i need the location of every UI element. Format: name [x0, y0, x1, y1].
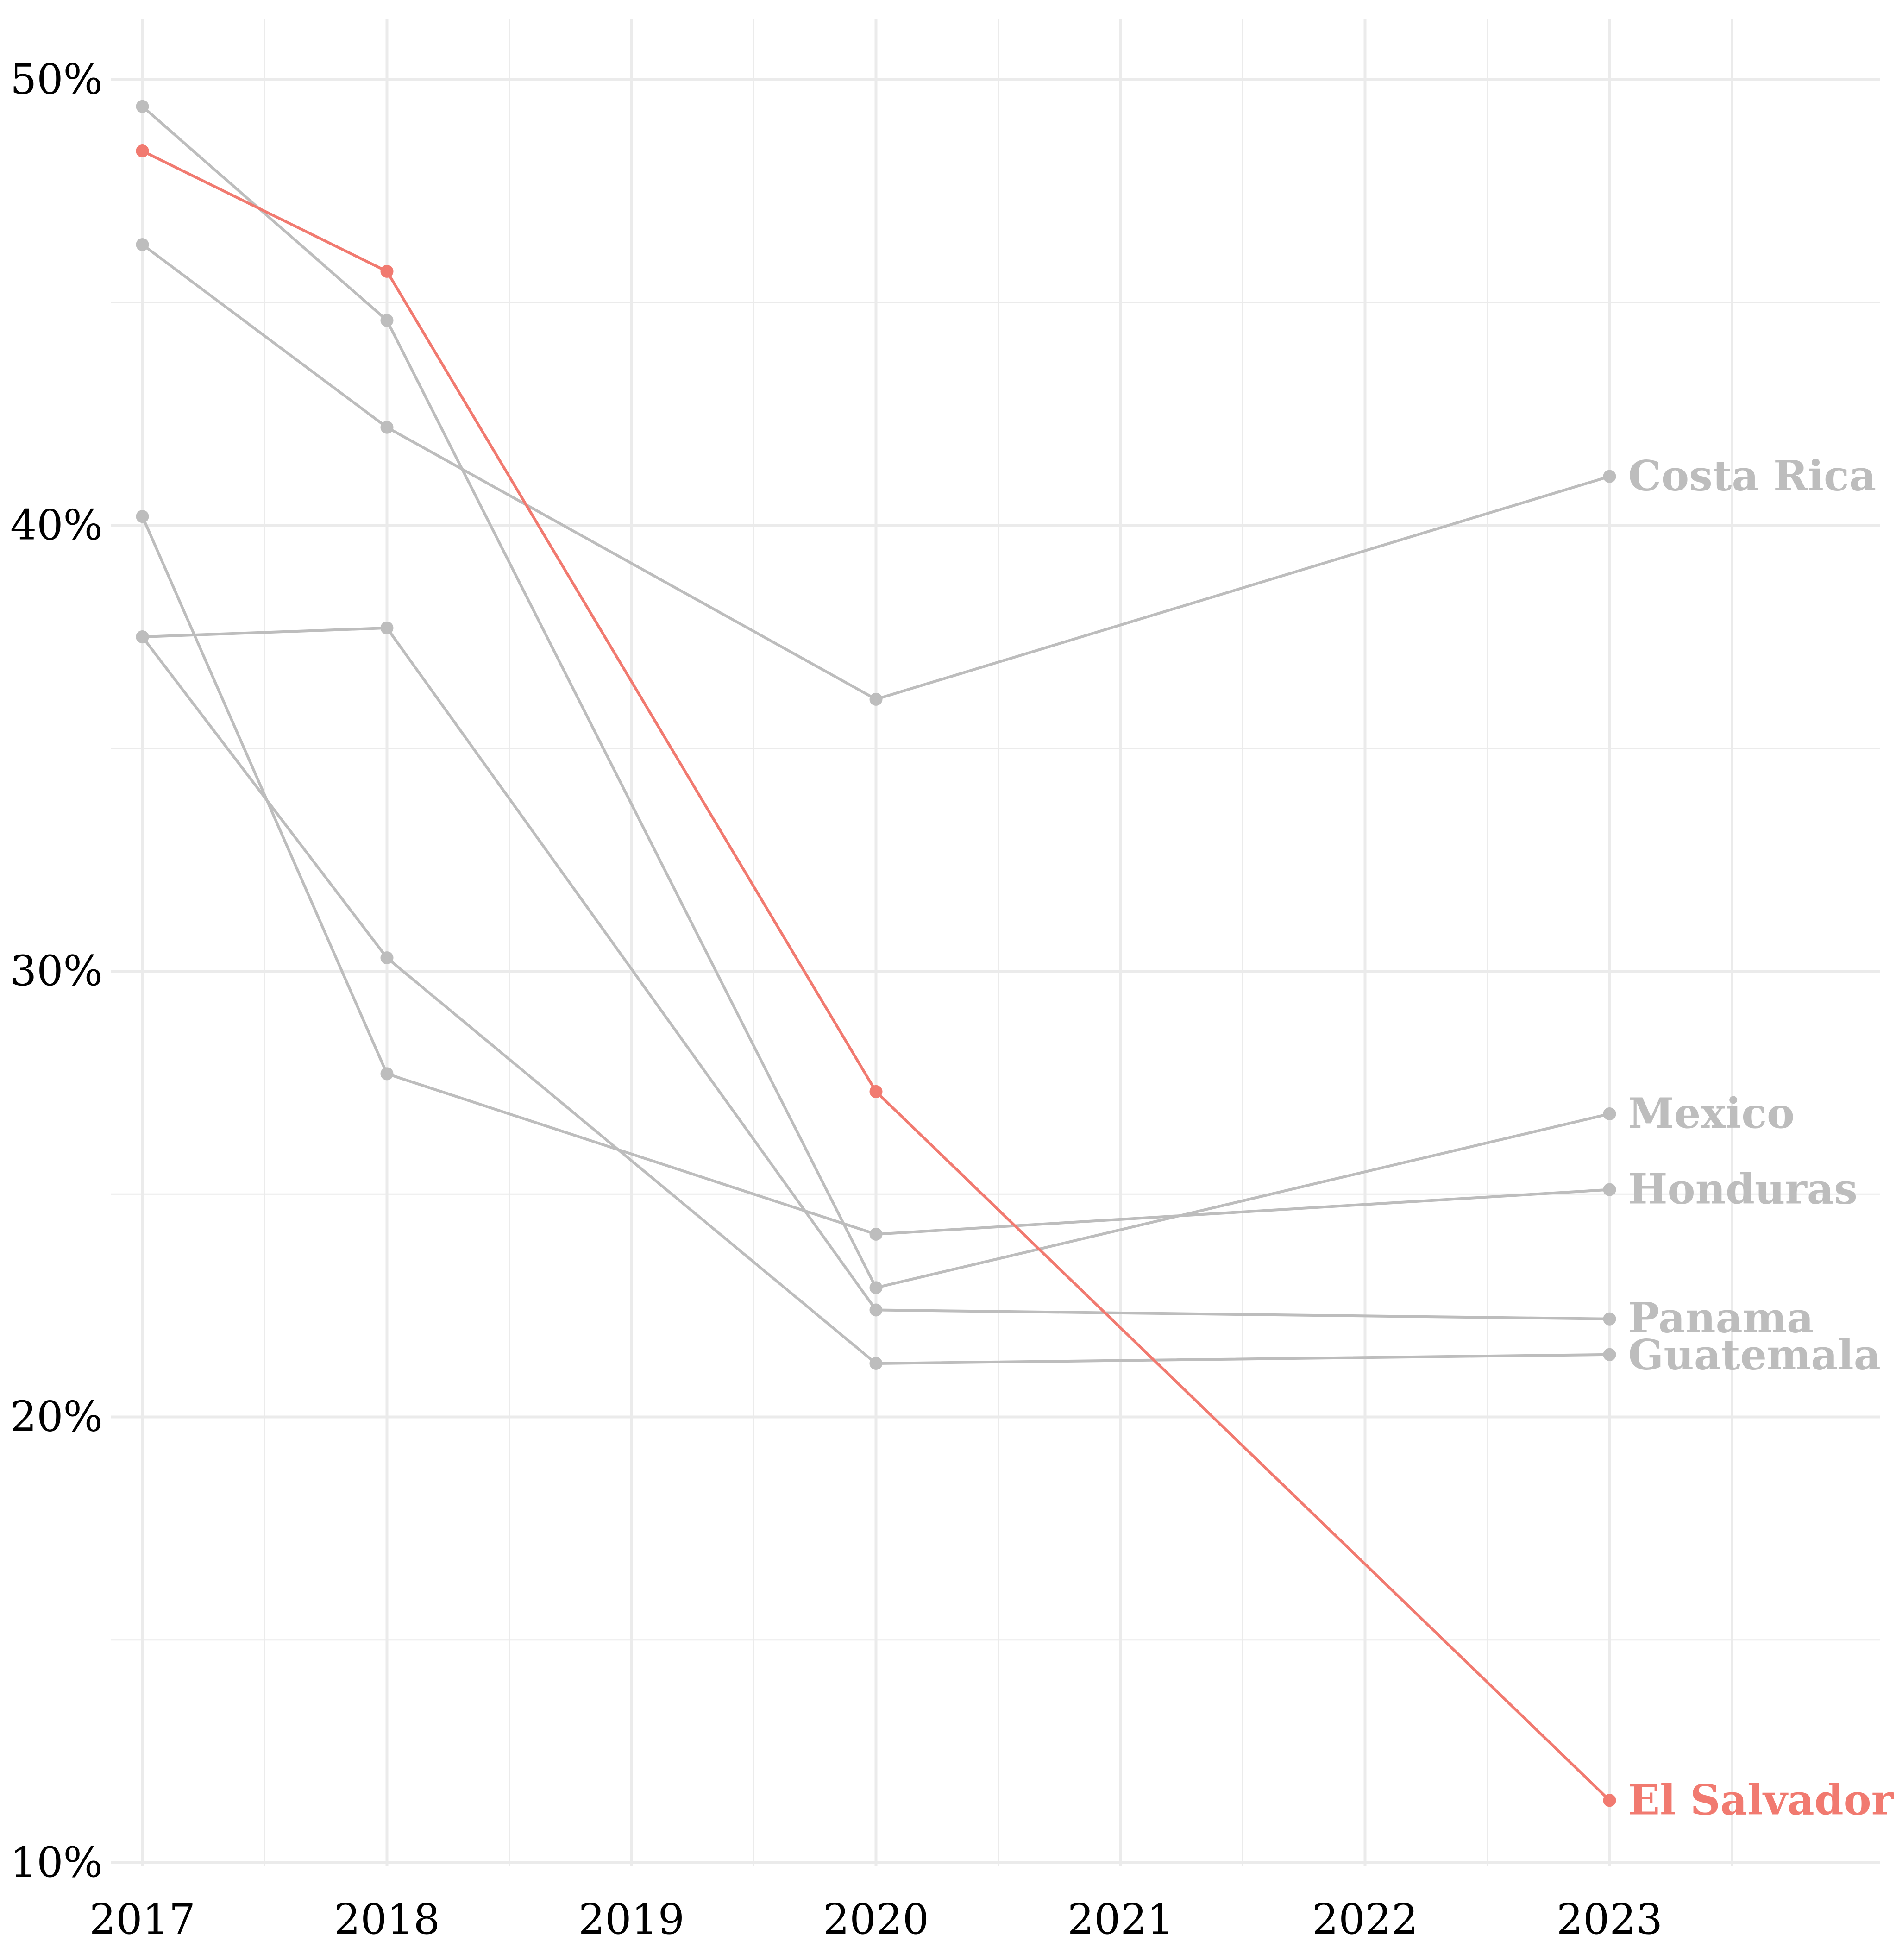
- x-tick-label: 2023: [1557, 1895, 1663, 1944]
- data-point: [1603, 1312, 1616, 1326]
- series-line: [141, 635, 1611, 1365]
- data-point: [869, 1357, 883, 1370]
- series-lines: [141, 105, 1611, 1802]
- series-label: El Salvador: [1628, 1775, 1894, 1824]
- y-tick-label: 40%: [10, 501, 103, 550]
- data-point: [136, 510, 149, 523]
- data-point: [869, 1281, 883, 1294]
- x-tick-label: 2017: [89, 1895, 195, 1944]
- y-tick-label: 50%: [10, 55, 103, 104]
- axis-tick-labels: 2017 2018 2019 2020 2021 2022 2023 10% 20% 30% 40%…: [10, 55, 1663, 1944]
- data-point: [380, 314, 394, 327]
- data-point: [380, 1067, 394, 1081]
- grid-lines: [111, 19, 1880, 1866]
- series-line: [141, 626, 1611, 1320]
- data-point: [1603, 1183, 1616, 1196]
- data-point: [1603, 1348, 1616, 1361]
- series-label: Panama: [1628, 1293, 1814, 1342]
- y-tick-label: 30%: [10, 947, 103, 995]
- data-point: [380, 421, 394, 434]
- data-point: [380, 264, 394, 278]
- data-point: [136, 630, 149, 644]
- series-points: [136, 100, 1616, 1807]
- data-point: [136, 238, 149, 251]
- series-line: [141, 243, 1611, 701]
- series-label: Mexico: [1628, 1089, 1795, 1138]
- data-point: [136, 100, 149, 113]
- x-tick-label: 2019: [578, 1895, 684, 1944]
- data-point: [380, 951, 394, 965]
- data-point: [869, 692, 883, 706]
- series-label: Guatemala: [1628, 1330, 1881, 1379]
- x-tick-label: 2018: [334, 1895, 440, 1944]
- series-line: [141, 150, 1611, 1802]
- data-point: [869, 1085, 883, 1098]
- x-tick-label: 2021: [1067, 1895, 1174, 1944]
- y-tick-label: 20%: [10, 1393, 103, 1441]
- x-tick-label: 2022: [1312, 1895, 1418, 1944]
- series-label: Costa Rica: [1628, 452, 1877, 501]
- y-tick-label: 10%: [10, 1838, 103, 1887]
- data-point: [869, 1303, 883, 1317]
- data-point: [869, 1227, 883, 1241]
- x-tick-label: 2020: [823, 1895, 929, 1944]
- data-point: [1603, 1794, 1616, 1807]
- series-label: Honduras: [1628, 1165, 1858, 1214]
- data-point: [1603, 1107, 1616, 1120]
- data-point: [1603, 470, 1616, 483]
- series-line: [141, 105, 1611, 1289]
- data-point: [136, 144, 149, 157]
- data-point: [380, 621, 394, 634]
